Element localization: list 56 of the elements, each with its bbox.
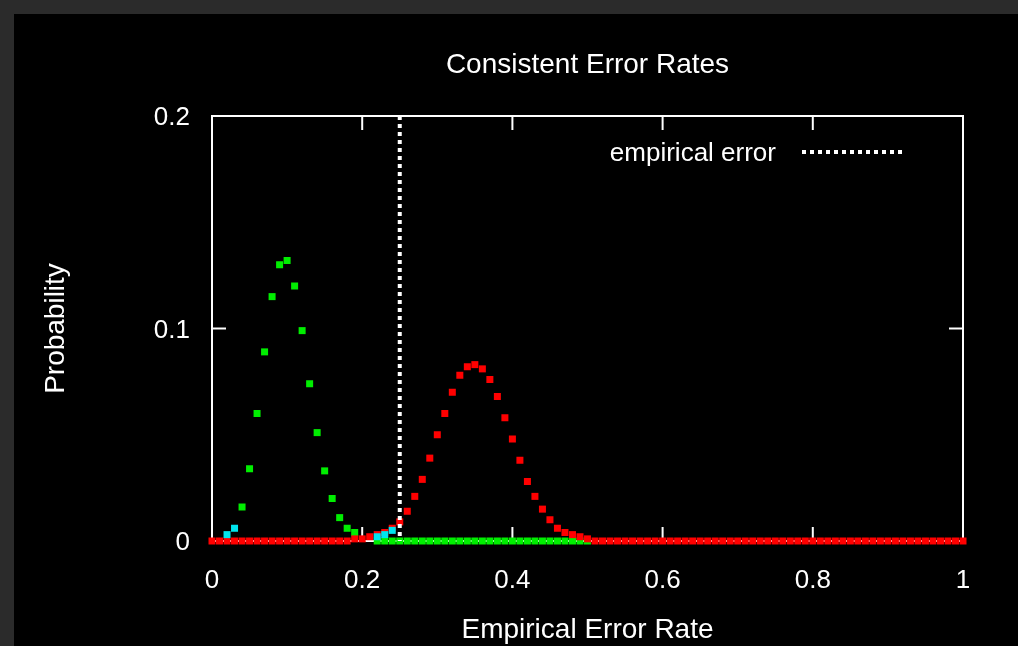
point <box>538 537 546 545</box>
point <box>291 282 299 290</box>
point <box>508 537 516 545</box>
point <box>388 537 396 545</box>
x-tick-label: 0.8 <box>794 564 831 594</box>
point <box>313 429 321 437</box>
point <box>553 537 561 545</box>
point <box>433 537 441 545</box>
y-tick-label: 0.1 <box>153 313 190 344</box>
point <box>396 537 404 545</box>
ref-line-label: empirical error <box>609 137 777 167</box>
point <box>381 537 389 545</box>
x-tick-label: 0.4 <box>494 564 531 594</box>
point <box>516 537 524 545</box>
point <box>463 537 471 545</box>
point <box>546 537 554 545</box>
point <box>471 537 479 545</box>
point <box>501 537 509 545</box>
point <box>426 537 434 545</box>
point <box>261 348 269 356</box>
point <box>283 257 291 264</box>
point <box>448 537 456 545</box>
point <box>328 495 336 502</box>
x-tick-label: 1 <box>955 564 971 594</box>
point <box>253 410 261 417</box>
point <box>478 537 486 545</box>
point <box>231 524 239 532</box>
point <box>568 537 576 545</box>
point <box>441 537 449 545</box>
chart-title: Consistent Error Rates <box>445 48 730 79</box>
point <box>276 261 284 269</box>
point <box>486 537 494 545</box>
point <box>403 537 411 545</box>
point <box>456 537 464 545</box>
x-axis-title: Empirical Error Rate <box>461 613 714 644</box>
point <box>418 537 426 545</box>
point <box>493 537 501 545</box>
x-tick-label: 0 <box>204 564 220 594</box>
y-tick-label: 0.2 <box>153 101 190 131</box>
point <box>223 531 231 539</box>
point <box>298 327 306 335</box>
point <box>523 537 531 545</box>
point <box>238 503 246 511</box>
point <box>336 514 344 522</box>
x-tick-label: 0.6 <box>644 564 681 594</box>
point <box>531 537 539 545</box>
point <box>321 467 329 475</box>
point <box>411 537 419 545</box>
point <box>343 524 351 532</box>
x-tick-label: 0.2 <box>344 564 381 594</box>
point <box>561 537 569 545</box>
y-tick-label: 0 <box>175 526 190 556</box>
y-axis-title: Probability <box>39 263 70 394</box>
point <box>268 293 276 301</box>
point <box>246 465 254 473</box>
point <box>306 380 314 388</box>
